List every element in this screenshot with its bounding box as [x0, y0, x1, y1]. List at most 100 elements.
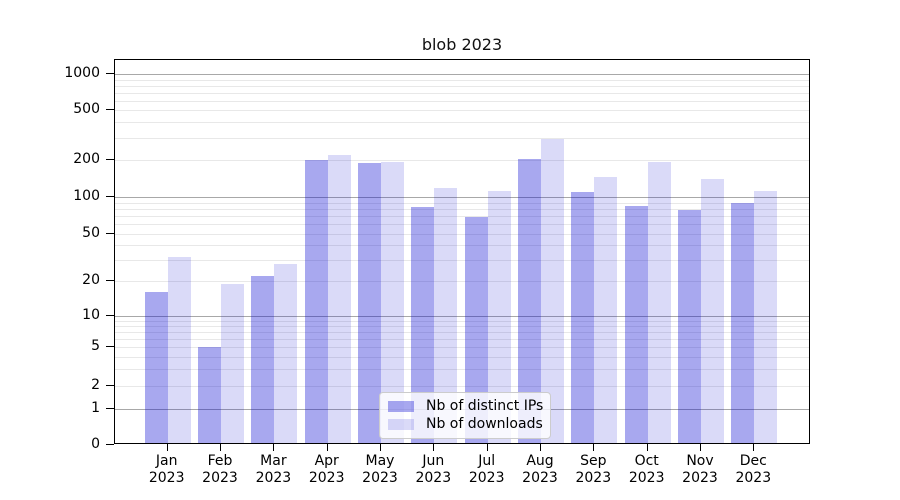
gridline-minor [115, 260, 809, 262]
bar-distinct-ips [411, 206, 435, 443]
bar-distinct-ips [464, 216, 488, 443]
y-tick-label: 200 [73, 151, 100, 167]
gridline-minor [115, 234, 809, 235]
gridline-minor [115, 110, 809, 111]
x-tick [700, 444, 701, 451]
x-tick [166, 444, 168, 451]
bar-downloads [167, 256, 191, 443]
gridline-minor [115, 85, 809, 87]
bar-distinct-ips [251, 276, 275, 443]
y-tick-label: 10 [82, 307, 100, 323]
y-tick [106, 385, 114, 386]
bar-downloads [701, 179, 724, 443]
y-tick-label: 500 [73, 101, 100, 117]
bar-downloads [327, 155, 351, 443]
y-tick-label: 50 [82, 225, 100, 241]
y-tick [106, 315, 114, 316]
gridline-minor [115, 160, 809, 161]
x-tick-label: Mar 2023 [255, 453, 292, 486]
y-tick-label: 0 [91, 436, 100, 452]
gridline-minor [115, 224, 809, 226]
x-tick [646, 444, 648, 451]
bar-distinct-ips [358, 163, 381, 443]
bar-downloads [594, 176, 618, 443]
y-tick-label: 2 [91, 377, 100, 393]
gridline-minor [115, 338, 809, 340]
gridline-minor [115, 320, 809, 322]
x-tick-label: Jan 2023 [148, 453, 185, 486]
y-tick [106, 280, 114, 281]
y-tick [106, 408, 114, 409]
gridline-major [115, 316, 809, 317]
bar-distinct-ips [304, 159, 328, 443]
gridline-minor [115, 208, 809, 210]
y-tick-label: 1 [91, 400, 100, 416]
x-tick-label: Apr 2023 [308, 453, 345, 486]
y-tick-label: 5 [91, 338, 100, 354]
bar-distinct-ips [198, 347, 221, 443]
y-tick [106, 233, 114, 234]
bar-distinct-ips [624, 205, 648, 443]
gridline-minor [115, 122, 809, 124]
x-tick [273, 444, 275, 451]
y-tick-label: 20 [82, 272, 100, 288]
bar-downloads [434, 188, 458, 443]
bar-distinct-ips [144, 292, 168, 443]
gridline-minor [115, 137, 809, 139]
y-tick [106, 346, 114, 347]
x-tick-label: Oct 2023 [628, 453, 665, 486]
bar-downloads [274, 263, 298, 443]
gridline-minor [115, 281, 809, 282]
x-tick [593, 444, 595, 451]
gridline-major [115, 74, 809, 75]
legend-label-distinct-ips: Nb of distinct IPs [426, 398, 544, 414]
bar-distinct-ips [518, 159, 541, 443]
bar-distinct-ips [731, 202, 755, 443]
y-tick [106, 159, 114, 160]
y-tick-label: 1000 [64, 65, 100, 81]
gridline-major [115, 197, 809, 198]
bar-distinct-ips [571, 191, 595, 443]
legend-swatch-distinct-ips [388, 401, 414, 412]
y-tick [106, 73, 114, 74]
gridline-minor [115, 347, 809, 348]
y-tick [106, 196, 114, 197]
x-tick-label: Sep 2023 [575, 453, 612, 486]
x-tick-label: May 2023 [362, 453, 398, 486]
y-tick-label: 100 [73, 188, 100, 204]
x-tick [220, 444, 221, 451]
plot-area: Nb of distinct IPs Nb of downloads [114, 59, 810, 444]
legend-label-downloads: Nb of downloads [426, 416, 543, 432]
bar-downloads [221, 283, 244, 443]
gridline-minor [115, 216, 809, 217]
x-tick [380, 444, 381, 451]
gridline-minor [115, 356, 809, 358]
bar-downloads [541, 139, 564, 443]
legend-item-distinct-ips: Nb of distinct IPs [388, 398, 544, 414]
gridline-minor [115, 326, 809, 327]
x-tick [753, 444, 755, 451]
x-tick [433, 444, 435, 451]
x-tick-label: Dec 2023 [735, 453, 772, 486]
x-tick [540, 444, 541, 451]
bar-downloads [647, 162, 671, 443]
bar-distinct-ips [678, 210, 701, 443]
gridline-minor [115, 332, 809, 333]
x-tick-label: Jul 2023 [468, 453, 505, 486]
x-tick [486, 444, 488, 451]
chart-title: blob 2023 [421, 35, 503, 54]
bar-downloads [754, 191, 778, 443]
x-tick-label: Feb 2023 [202, 453, 238, 486]
gridline-minor [115, 368, 809, 370]
x-tick-label: Jun 2023 [415, 453, 452, 486]
y-tick [106, 444, 114, 445]
x-tick-label: Aug 2023 [522, 453, 558, 486]
x-tick-label: Nov 2023 [682, 453, 718, 486]
legend-swatch-downloads [388, 419, 414, 430]
gridline-minor [115, 79, 809, 81]
x-tick [326, 444, 328, 451]
gridline-minor [115, 245, 809, 247]
gridline-minor [115, 202, 809, 204]
bar-downloads [487, 191, 511, 443]
